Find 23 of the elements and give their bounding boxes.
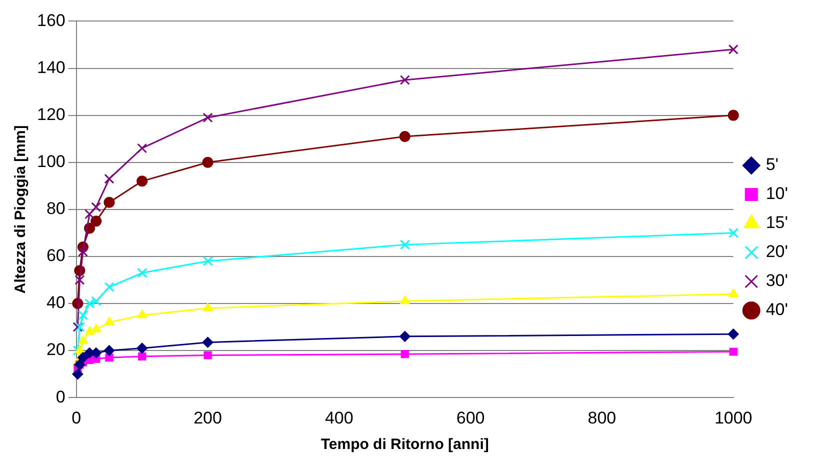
y-tick-label: 140: [36, 58, 66, 77]
y-tick-label: 80: [46, 199, 66, 218]
x-tick-label: 1000: [714, 408, 752, 428]
x-tick-label: 400: [324, 408, 354, 428]
x-tick-label: 200: [194, 408, 222, 428]
y-tick-label: 0: [56, 387, 66, 406]
legend-label: 5': [766, 155, 779, 174]
legend-label: 40': [766, 300, 788, 320]
y-tick-label: 60: [46, 246, 66, 266]
legend-label: 10': [766, 184, 788, 204]
y-tick-label: 20: [46, 340, 66, 360]
x-tick-label: 600: [456, 408, 485, 428]
y-tick-label: 40: [46, 293, 66, 312]
y-tick-label: 120: [36, 104, 66, 124]
x-axis-title: Tempo di Ritorno [anni]: [320, 436, 489, 454]
legend-label: 15': [766, 213, 788, 232]
y-tick-label: 160: [36, 10, 66, 30]
legend-label: 30': [766, 271, 788, 290]
y-tick-label: 100: [36, 152, 66, 172]
x-tick-label: 0: [72, 408, 82, 428]
y-axis-title: Altezza di Pioggia [mm]: [12, 125, 30, 294]
legend-label: 20': [766, 242, 788, 262]
x-tick-label: 800: [588, 408, 616, 428]
